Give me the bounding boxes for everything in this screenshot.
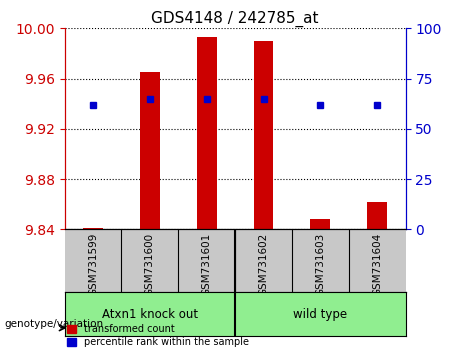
Bar [83, 228, 103, 229]
Bar [310, 219, 331, 229]
Text: GSM731601: GSM731601 [201, 233, 212, 296]
Bar [367, 202, 387, 229]
Bar [254, 41, 273, 229]
Bar [140, 72, 160, 229]
Text: GSM731599: GSM731599 [88, 233, 98, 296]
Text: wild type: wild type [293, 308, 348, 321]
Legend: transformed count, percentile rank within the sample: transformed count, percentile rank withi… [65, 322, 251, 349]
Text: Atxn1 knock out: Atxn1 knock out [102, 308, 198, 321]
Bar [197, 37, 217, 229]
Text: genotype/variation: genotype/variation [5, 319, 104, 329]
Text: GSM731600: GSM731600 [145, 233, 155, 296]
Title: GDS4148 / 242785_at: GDS4148 / 242785_at [151, 11, 319, 27]
Text: GSM731604: GSM731604 [372, 233, 382, 296]
Text: GSM731602: GSM731602 [259, 233, 269, 296]
Text: GSM731603: GSM731603 [315, 233, 325, 296]
